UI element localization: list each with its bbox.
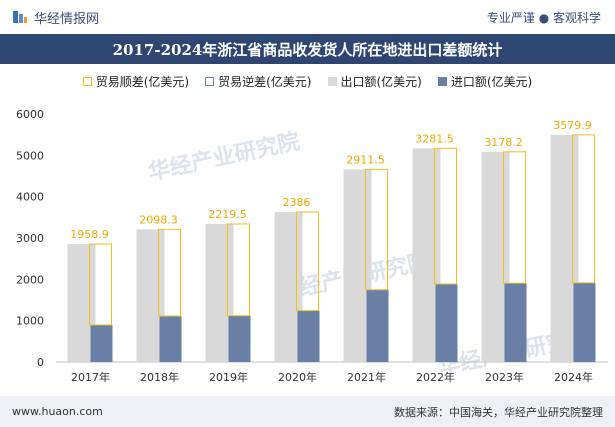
legend-swatch bbox=[205, 76, 215, 86]
surplus-data-label: 3281.5 bbox=[415, 132, 454, 145]
surplus-bar bbox=[503, 151, 526, 284]
import-bar bbox=[159, 316, 182, 362]
x-tick-label: 2017年 bbox=[71, 370, 110, 384]
watermark-text: 华经产业研究院 bbox=[146, 128, 302, 185]
chart-legend: 贸易顺差(亿美元) 贸易逆差(亿美元) 出口额(亿美元) 进口额(亿美元) bbox=[0, 72, 615, 90]
footer-source: 数据来源：中国海关，华经产业研究院整理 bbox=[394, 405, 603, 419]
surplus-bar bbox=[296, 211, 319, 312]
import-bar bbox=[366, 289, 389, 362]
x-tick-label: 2020年 bbox=[278, 370, 317, 384]
import-bar bbox=[435, 283, 458, 362]
import-bar bbox=[504, 283, 527, 362]
brand[interactable]: 华经情报网 bbox=[12, 8, 99, 27]
import-bar bbox=[90, 324, 113, 362]
surplus-data-label: 2386 bbox=[283, 196, 311, 209]
surplus-bar bbox=[365, 168, 388, 291]
footer-url[interactable]: www.huaon.com bbox=[12, 405, 103, 418]
legend-item[interactable]: 贸易顺差(亿美元) bbox=[82, 73, 190, 90]
surplus-bar bbox=[434, 147, 457, 285]
brand-logo-icon bbox=[13, 11, 27, 23]
y-tick-label: 4000 bbox=[16, 191, 44, 204]
surplus-data-label: 1958.9 bbox=[70, 228, 109, 241]
legend-label: 出口额(亿美元) bbox=[340, 74, 422, 89]
import-bar bbox=[297, 310, 320, 362]
y-tick-label: 3000 bbox=[16, 232, 44, 245]
footer: www.huaon.com 数据来源：中国海关，华经产业研究院整理 bbox=[0, 396, 615, 427]
surplus-data-label: 2911.5 bbox=[346, 153, 385, 166]
legend-label: 贸易顺差(亿美元) bbox=[95, 74, 190, 89]
legend-label: 贸易逆差(亿美元) bbox=[218, 74, 312, 89]
x-tick-label: 2022年 bbox=[416, 370, 455, 384]
legend-swatch bbox=[82, 76, 92, 86]
chart-title: 2017-2024年浙江省商品收发货人所在地进出口差额统计 bbox=[0, 34, 615, 64]
surplus-data-label: 3178.2 bbox=[484, 136, 523, 149]
top-bar: 华经情报网 专业严谨 ● 客观科学 bbox=[0, 0, 615, 34]
surplus-data-label: 2098.3 bbox=[139, 213, 178, 226]
x-tick-label: 2021年 bbox=[347, 370, 386, 384]
y-tick-label: 6000 bbox=[16, 108, 44, 121]
x-tick-label: 2024年 bbox=[554, 370, 593, 384]
surplus-bar bbox=[227, 223, 250, 317]
import-bar bbox=[228, 315, 251, 362]
x-tick-label: 2018年 bbox=[140, 370, 179, 384]
legend-item[interactable]: 进口额(亿美元) bbox=[437, 73, 533, 90]
legend-item[interactable]: 出口额(亿美元) bbox=[327, 73, 422, 90]
x-tick-label: 2019年 bbox=[209, 370, 248, 384]
legend-label: 进口额(亿美元) bbox=[450, 74, 533, 89]
brand-name: 华经情报网 bbox=[34, 11, 100, 27]
tagline: 专业严谨 ● 客观科学 bbox=[486, 10, 601, 25]
surplus-bar bbox=[89, 243, 112, 326]
legend-item[interactable]: 贸易逆差(亿美元) bbox=[205, 73, 312, 90]
surplus-bar bbox=[572, 134, 595, 284]
y-tick-label: 1000 bbox=[16, 315, 44, 328]
y-tick-label: 2000 bbox=[16, 273, 44, 286]
import-bar bbox=[573, 282, 596, 362]
chart-area: 华经产业研究院华经产业研究院华经产业研究院0100020003000400050… bbox=[16, 108, 608, 384]
surplus-data-label: 3579.9 bbox=[553, 119, 592, 132]
legend-swatch bbox=[437, 76, 447, 86]
x-tick-label: 2023年 bbox=[485, 370, 524, 384]
surplus-data-label: 2219.5 bbox=[208, 208, 247, 221]
y-tick-label: 5000 bbox=[16, 149, 44, 162]
surplus-bar bbox=[158, 228, 181, 317]
y-tick-label: 0 bbox=[37, 356, 44, 369]
legend-swatch bbox=[327, 76, 337, 86]
